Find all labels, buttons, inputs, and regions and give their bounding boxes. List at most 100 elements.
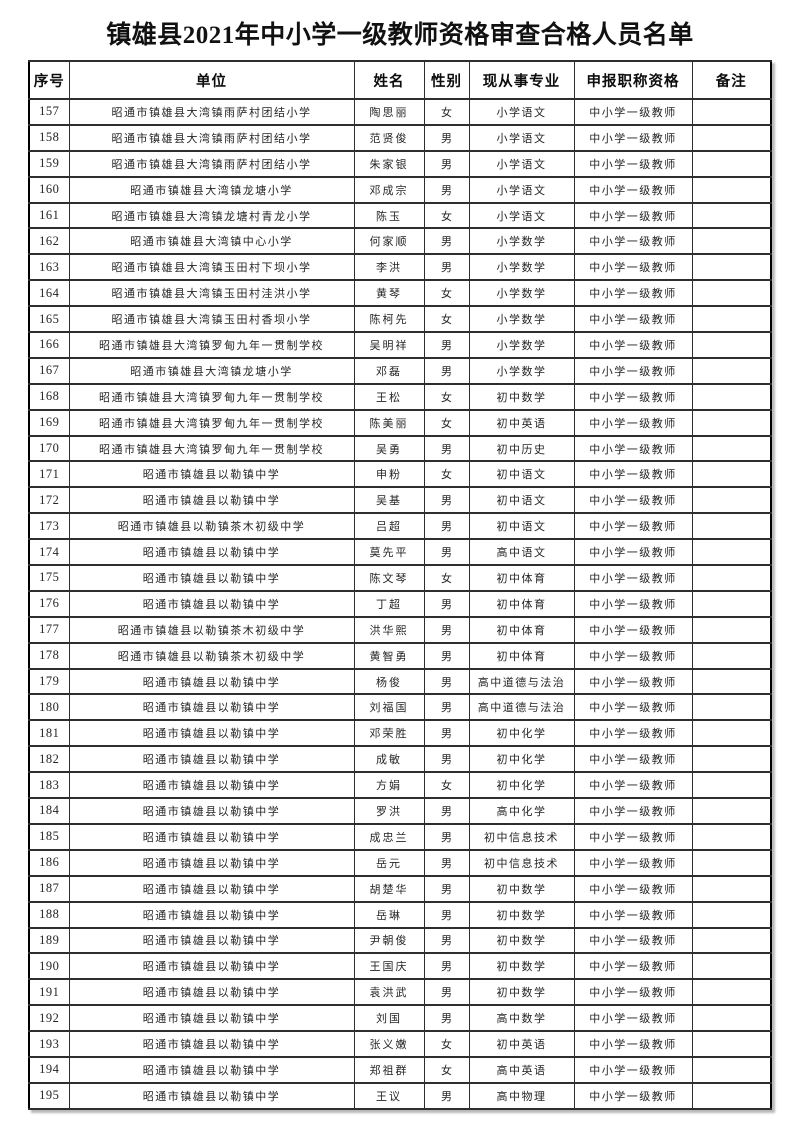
- table-row: 169 昭通市镇雄县大湾镇罗甸九年一贯制学校 陈美丽女初中英语 中小学一级教师: [28, 408, 772, 437]
- table-header-row: 序号 单位 姓名 性别 现从事专业 申报职称资格 备注: [28, 60, 772, 100]
- declared-title-cell: 中小学一级教师: [573, 486, 693, 515]
- major-cell: 初中信息技术: [468, 848, 575, 877]
- remark-cell: [691, 253, 772, 282]
- table-row: 158 昭通市镇雄县大湾镇雨萨村团结小学 范贤俊男小学语文 中小学一级教师: [28, 123, 772, 152]
- declared-title-cell: 中小学一级教师: [573, 1030, 693, 1058]
- table-row: 166 昭通市镇雄县大湾镇罗甸九年一贯制学校 吴明祥男小学数学 中小学一级教师: [28, 331, 772, 359]
- declared-title-cell: 中小学一级教师: [573, 693, 693, 722]
- declared-title-cell: 中小学一级教师: [573, 615, 693, 644]
- gender-cell: 男: [423, 123, 470, 152]
- name-cell: 成忠兰: [353, 822, 425, 851]
- gender-cell: 女: [423, 564, 470, 592]
- table-row: 161 昭通市镇雄县大湾镇龙塘村青龙小学 陈玉女小学语文 中小学一级教师: [28, 201, 772, 230]
- unit-cell: 昭通市镇雄县以勒镇中学: [68, 693, 355, 722]
- name-cell: 李洪: [353, 253, 425, 282]
- name-cell: 陈美丽: [353, 408, 425, 437]
- gender-cell: 男: [423, 538, 470, 567]
- gender-cell: 女: [423, 279, 470, 308]
- remark-cell: [691, 822, 772, 851]
- name-cell: 洪华熙: [353, 615, 425, 644]
- row-index-cell: 182: [28, 745, 70, 774]
- gender-cell: 女: [423, 408, 470, 437]
- declared-title-cell: 中小学一级教师: [573, 98, 693, 126]
- column-header-title: 申报职称资格: [573, 60, 693, 100]
- major-cell: 初中体育: [468, 641, 575, 670]
- unit-cell: 昭通市镇雄县以勒镇中学: [68, 952, 355, 981]
- name-cell: 范贤俊: [353, 123, 425, 152]
- declared-title-cell: 中小学一级教师: [573, 175, 693, 204]
- unit-cell: 昭通市镇雄县大湾镇龙塘村青龙小学: [68, 201, 355, 230]
- declared-title-cell: 中小学一级教师: [573, 797, 693, 825]
- column-header-unit: 单位: [68, 60, 355, 100]
- table-row: 157 昭通市镇雄县大湾镇雨萨村团结小学 陶思丽女小学语文 中小学一级教师: [28, 98, 772, 126]
- declared-title-cell: 中小学一级教师: [573, 305, 693, 334]
- gender-cell: 男: [423, 745, 470, 774]
- remark-cell: [691, 460, 772, 489]
- row-index-cell: 159: [28, 149, 70, 178]
- major-cell: 高中化学: [468, 797, 575, 825]
- gender-cell: 男: [423, 874, 470, 903]
- declared-title-cell: 中小学一级教师: [573, 926, 693, 955]
- column-header-major: 现从事专业: [468, 60, 575, 100]
- remark-cell: [691, 279, 772, 308]
- row-index-cell: 190: [28, 952, 70, 981]
- declared-title-cell: 中小学一级教师: [573, 460, 693, 489]
- unit-cell: 昭通市镇雄县以勒镇中学: [68, 719, 355, 748]
- declared-title-cell: 中小学一级教师: [573, 1004, 693, 1033]
- row-index-cell: 195: [28, 1081, 70, 1110]
- table-row: 182 昭通市镇雄县以勒镇中学 成敏男初中化学 中小学一级教师: [28, 745, 772, 774]
- table-row: 177 昭通市镇雄县以勒镇茶木初级中学 洪华熙男初中体育 中小学一级教师: [28, 615, 772, 644]
- row-index-cell: 180: [28, 693, 70, 722]
- name-cell: 岳琳: [353, 900, 425, 929]
- row-index-cell: 163: [28, 253, 70, 282]
- name-cell: 王松: [353, 382, 425, 411]
- unit-cell: 昭通市镇雄县大湾镇罗甸九年一贯制学校: [68, 408, 355, 437]
- major-cell: 小学语文: [468, 123, 575, 152]
- row-index-cell: 191: [28, 978, 70, 1007]
- unit-cell: 昭通市镇雄县大湾镇罗甸九年一贯制学校: [68, 331, 355, 359]
- declared-title-cell: 中小学一级教师: [573, 123, 693, 152]
- unit-cell: 昭通市镇雄县以勒镇茶木初级中学: [68, 641, 355, 670]
- major-cell: 初中数学: [468, 874, 575, 903]
- gender-cell: 男: [423, 822, 470, 851]
- table-row: 168 昭通市镇雄县大湾镇罗甸九年一贯制学校 王松女初中数学 中小学一级教师: [28, 382, 772, 411]
- table-row: 163 昭通市镇雄县大湾镇玉田村下坝小学 李洪男小学数学 中小学一级教师: [28, 253, 772, 282]
- column-header-remark: 备注: [691, 60, 772, 100]
- major-cell: 初中数学: [468, 900, 575, 929]
- declared-title-cell: 中小学一级教师: [573, 149, 693, 178]
- name-cell: 王国庆: [353, 952, 425, 981]
- remark-cell: [691, 1004, 772, 1033]
- unit-cell: 昭通市镇雄县大湾镇雨萨村团结小学: [68, 123, 355, 152]
- name-cell: 刘国: [353, 1004, 425, 1033]
- gender-cell: 男: [423, 253, 470, 282]
- unit-cell: 昭通市镇雄县以勒镇中学: [68, 797, 355, 825]
- name-cell: 张义嫩: [353, 1030, 425, 1058]
- table-row: 170 昭通市镇雄县大湾镇罗甸九年一贯制学校 吴勇男初中历史 中小学一级教师: [28, 434, 772, 463]
- declared-title-cell: 中小学一级教师: [573, 434, 693, 463]
- row-index-cell: 174: [28, 538, 70, 567]
- declared-title-cell: 中小学一级教师: [573, 382, 693, 411]
- remark-cell: [691, 1055, 772, 1084]
- gender-cell: 男: [423, 615, 470, 644]
- major-cell: 初中英语: [468, 1030, 575, 1058]
- declared-title-cell: 中小学一级教师: [573, 408, 693, 437]
- name-cell: 成敏: [353, 745, 425, 774]
- major-cell: 小学语文: [468, 98, 575, 126]
- gender-cell: 男: [423, 978, 470, 1007]
- declared-title-cell: 中小学一级教师: [573, 356, 693, 385]
- major-cell: 高中语文: [468, 538, 575, 567]
- major-cell: 初中体育: [468, 589, 575, 618]
- name-cell: 莫先平: [353, 538, 425, 567]
- major-cell: 高中道德与法治: [468, 667, 575, 696]
- unit-cell: 昭通市镇雄县以勒镇茶木初级中学: [68, 512, 355, 541]
- name-cell: 陶思丽: [353, 98, 425, 126]
- unit-cell: 昭通市镇雄县以勒镇中学: [68, 848, 355, 877]
- major-cell: 初中化学: [468, 719, 575, 748]
- major-cell: 小学数学: [468, 305, 575, 334]
- unit-cell: 昭通市镇雄县大湾镇罗甸九年一贯制学校: [68, 382, 355, 411]
- remark-cell: [691, 356, 772, 385]
- row-index-cell: 158: [28, 123, 70, 152]
- gender-cell: 女: [423, 305, 470, 334]
- remark-cell: [691, 512, 772, 541]
